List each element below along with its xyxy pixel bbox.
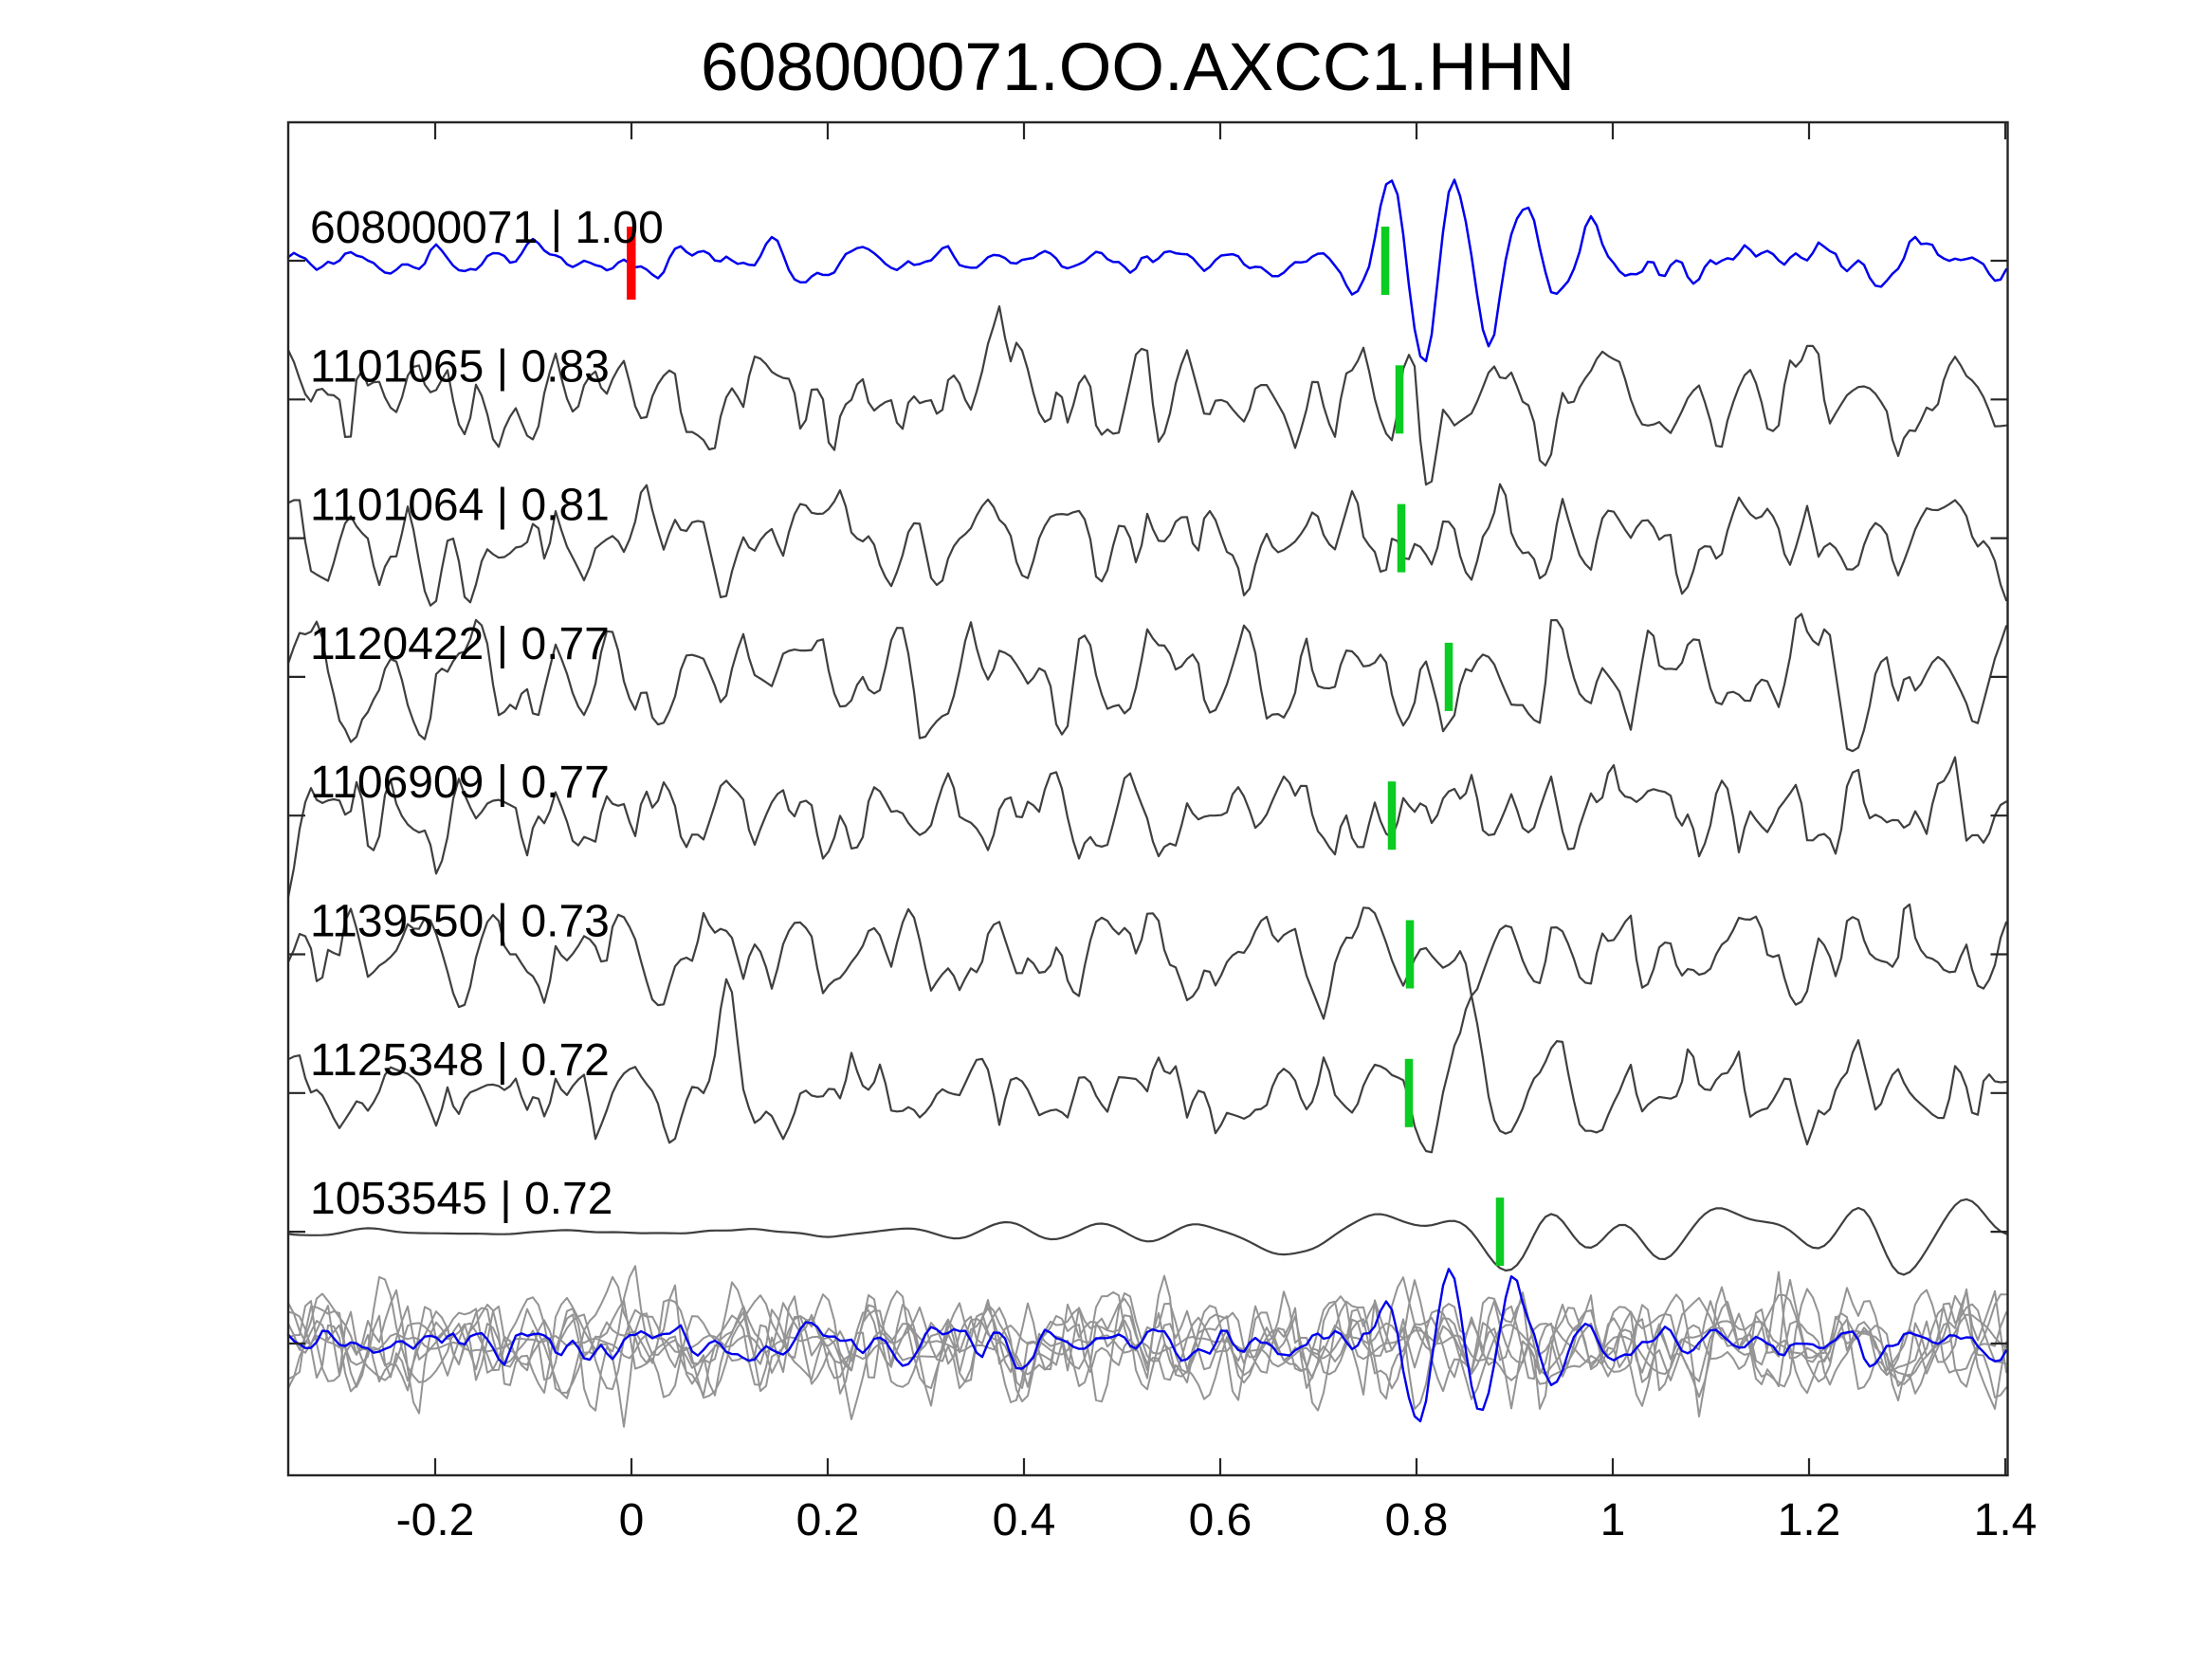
svg-text:0.4: 0.4 (993, 1495, 1056, 1545)
svg-text:0.8: 0.8 (1385, 1495, 1449, 1545)
svg-text:608000071.OO.AXCC1.HHN: 608000071.OO.AXCC1.HHN (701, 29, 1575, 105)
svg-text:1120422 | 0.77: 1120422 | 0.77 (310, 619, 610, 669)
svg-text:1125348 | 0.72: 1125348 | 0.72 (310, 1035, 610, 1086)
svg-text:1: 1 (1600, 1495, 1626, 1545)
svg-text:0.6: 0.6 (1189, 1495, 1252, 1545)
svg-text:0: 0 (619, 1495, 645, 1545)
svg-text:608000071 | 1.00: 608000071 | 1.00 (310, 203, 664, 253)
svg-text:-0.2: -0.2 (396, 1495, 475, 1545)
svg-text:1139550 | 0.73: 1139550 | 0.73 (310, 897, 610, 947)
svg-text:1101065 | 0.83: 1101065 | 0.83 (310, 341, 610, 392)
svg-text:1106909 | 0.77: 1106909 | 0.77 (310, 758, 610, 808)
svg-text:1101064 | 0.81: 1101064 | 0.81 (310, 481, 610, 531)
svg-text:1.2: 1.2 (1778, 1495, 1841, 1545)
svg-text:1.4: 1.4 (1974, 1495, 2038, 1545)
svg-text:0.2: 0.2 (796, 1495, 860, 1545)
svg-text:1053545 | 0.72: 1053545 | 0.72 (310, 1174, 612, 1224)
